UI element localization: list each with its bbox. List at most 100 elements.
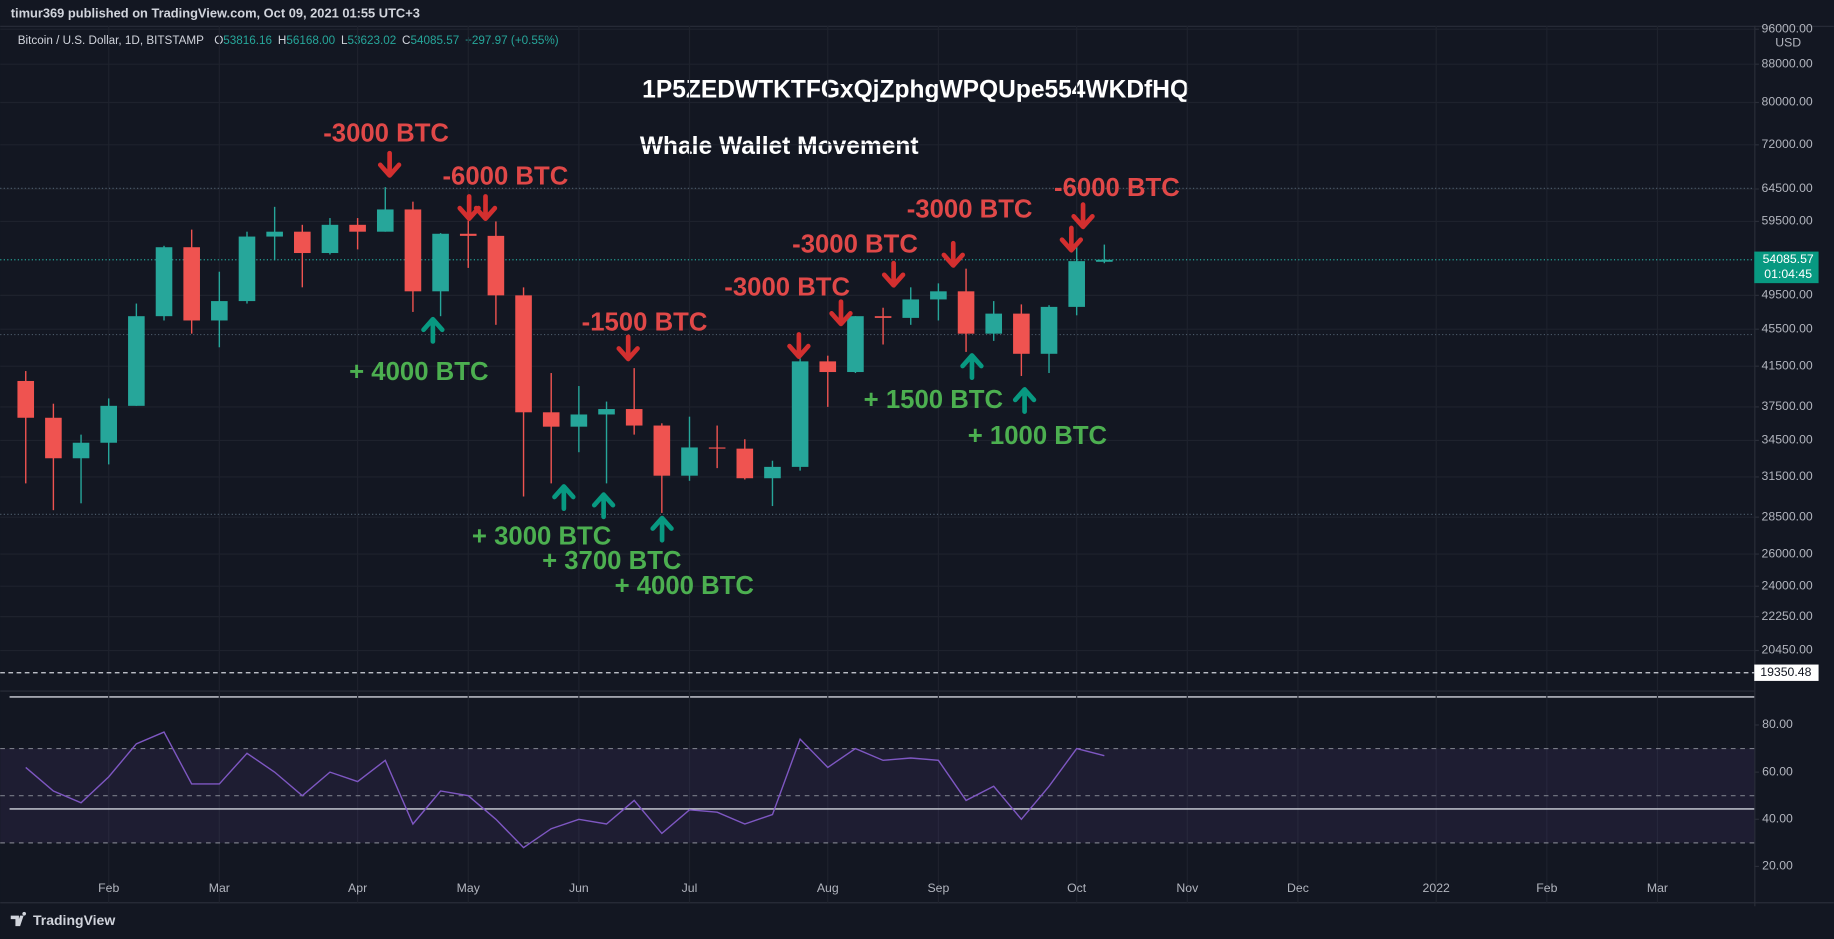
rsi-tick-label: 60.00 (1762, 764, 1793, 778)
annotation: + 1000 BTC (968, 422, 1107, 450)
annotation: -3000 BTC (323, 119, 449, 147)
annotation-arrow (941, 240, 965, 268)
candle-body (791, 361, 809, 467)
y-tick-label: 45500.00 (1762, 321, 1813, 335)
annotation-arrow (1012, 387, 1037, 414)
annotation-arrow (591, 492, 616, 520)
candle-body (432, 233, 449, 292)
y-tick-label: 72000.00 (1762, 137, 1813, 151)
y-tick-label: 24000.00 (1762, 578, 1813, 592)
ohlc-key: L (341, 34, 348, 47)
x-tick-label: Mar (209, 881, 230, 895)
annotation: + 4000 BTC (615, 572, 754, 600)
candle-body (708, 447, 726, 449)
candle-body (764, 466, 781, 479)
ohlc-key: H (278, 34, 286, 47)
ohlc-value: 54085.57 (411, 34, 460, 47)
y-tick-label: 64500.00 (1762, 181, 1813, 195)
candle-body (542, 412, 560, 427)
annotation-arrow (1071, 202, 1095, 230)
candle-body (930, 291, 947, 300)
change: +297.97 (+0.55%) (465, 34, 559, 47)
y-tick-label: 37500.00 (1762, 399, 1813, 413)
annotation: + 4000 BTC (349, 358, 488, 386)
annotation-arrow (421, 316, 445, 344)
candle-body (515, 295, 532, 413)
last-price-label: 54085.57 (1763, 252, 1814, 266)
annotation-arrow (829, 299, 853, 327)
x-tick-label: Oct (1067, 881, 1087, 895)
candle-body (72, 442, 90, 459)
y-tick-label: 88000.00 (1762, 56, 1813, 70)
candle-body (1068, 261, 1085, 307)
annotation-arrow (616, 334, 640, 362)
annotation-arrow (552, 484, 576, 512)
annotation-arrow (787, 332, 811, 359)
rsi-tick-label: 40.00 (1762, 812, 1793, 826)
candle-body (819, 361, 837, 373)
brand: TradingView (33, 912, 115, 928)
ohlc-key: C (402, 34, 410, 47)
annotation-arrow (1059, 225, 1084, 253)
annotation: -1500 BTC (582, 309, 708, 337)
annotation: -3000 BTC (724, 274, 850, 302)
annotation: -3000 BTC (907, 195, 1033, 223)
candle-body (570, 414, 588, 427)
candle-body (238, 236, 256, 302)
tradingview-logo: TradingView (10, 911, 115, 928)
candle-body (598, 409, 615, 415)
y-tick-label: 20450.00 (1762, 643, 1813, 657)
rsi-tick-label: 20.00 (1762, 859, 1793, 873)
annotation: + 3700 BTC (542, 547, 681, 575)
candle-body (376, 209, 394, 232)
x-tick-label: 2022 (1423, 881, 1450, 895)
alert-label: 19350.48 (1760, 665, 1811, 679)
candle-body (957, 291, 975, 334)
ohlc-value: 56168.00 (286, 34, 335, 47)
candle-body (847, 316, 864, 373)
candle-body (183, 247, 200, 321)
x-tick-label: Aug (817, 881, 839, 895)
x-tick-label: Jun (569, 881, 589, 895)
candle-body (321, 224, 339, 254)
x-tick-label: Mar (1647, 881, 1668, 895)
annotation-arrow (377, 150, 402, 178)
annotation: + 1500 BTC (864, 386, 1003, 414)
published-line: timur369 published on TradingView.com, O… (11, 5, 420, 20)
candle-body (1040, 306, 1058, 354)
candle-body (625, 409, 643, 426)
countdown: 01:04:45 (1764, 267, 1812, 281)
candle-body (653, 425, 671, 476)
candle-body (349, 224, 366, 232)
y-tick-label: 31500.00 (1762, 469, 1813, 483)
annotation: + 3000 BTC (472, 523, 611, 551)
annotation-arrow (881, 260, 906, 288)
candle-body (404, 209, 422, 292)
candle-body (459, 233, 477, 236)
y-tick-label: 28500.00 (1762, 509, 1813, 523)
candle-body (155, 247, 173, 317)
annotation: -6000 BTC (442, 163, 568, 191)
y-tick-label: 26000.00 (1762, 546, 1813, 560)
y-tick-label: 49500.00 (1762, 288, 1813, 302)
annotation-arrow (650, 515, 674, 543)
y-tick-label: 96000.00 (1762, 21, 1813, 35)
x-tick-label: Nov (1176, 881, 1199, 895)
rsi-tick-label: 80.00 (1762, 717, 1793, 731)
currency: USD (1775, 36, 1801, 50)
chart-title: 1P5ZEDWTKTFGxQjZphgWPQUpe554WKDfHQ (642, 77, 1189, 104)
annotation-arrow (473, 194, 498, 222)
x-tick-label: Feb (98, 881, 119, 895)
alert-label-box (1754, 664, 1819, 681)
candle-body (1096, 259, 1113, 262)
candle-body (1013, 313, 1030, 354)
candle-body (128, 316, 145, 406)
ohlc-value: 53816.16 (223, 34, 272, 47)
y-tick-label: 22250.00 (1762, 609, 1813, 623)
x-tick-label: Feb (1536, 881, 1557, 895)
symbol-header: Bitcoin / U.S. Dollar, 1D, BITSTAMP O538… (18, 34, 559, 47)
x-tick-label: Jul (682, 881, 698, 895)
candle-body (874, 316, 892, 318)
candle-body (487, 235, 505, 296)
